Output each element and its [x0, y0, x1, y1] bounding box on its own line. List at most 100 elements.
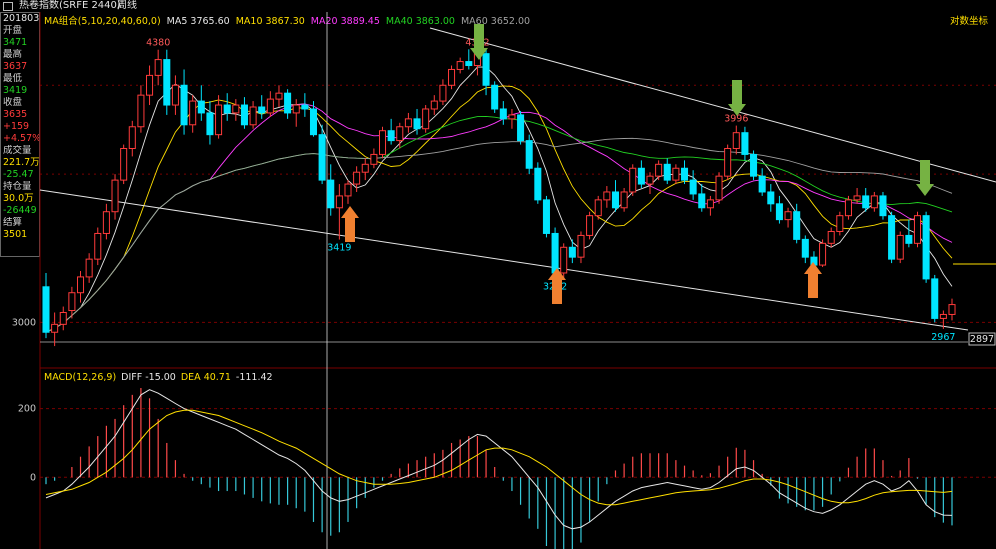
- candle-up: [655, 163, 663, 177]
- ma-legend: MA组合(5,10,20,40,60,0) MA5 3765.60 MA10 386…: [44, 13, 536, 27]
- candle-up: [85, 258, 93, 278]
- candle-down: [413, 118, 421, 130]
- candle-up: [439, 84, 447, 102]
- candle-down: [309, 108, 318, 136]
- info-label: 收盘: [3, 97, 23, 108]
- candle-up: [430, 100, 438, 110]
- ma_legend-item: MA5 3765.60: [166, 16, 230, 27]
- candle-down: [284, 92, 292, 114]
- extreme-price-label: 4380: [146, 38, 170, 49]
- info-value: 30.0万: [3, 193, 34, 204]
- ma_legend-item: MA40 3863.00: [385, 16, 455, 27]
- title-bar: 热卷指数(SRFE 2440) 周线: [0, 0, 996, 12]
- info-value: -26449: [3, 205, 37, 216]
- macd_legend-item: -111.42: [235, 372, 273, 383]
- candle-up: [137, 94, 145, 128]
- candle-down: [758, 175, 766, 193]
- candle-down: [197, 100, 205, 114]
- candle-down: [663, 163, 671, 181]
- buy-arrow-icon: [548, 268, 566, 304]
- info-value: +159: [3, 121, 30, 132]
- candle-up: [361, 163, 369, 173]
- candle-down: [258, 106, 266, 114]
- candle-up: [448, 68, 456, 86]
- candle-down: [180, 84, 188, 126]
- candle-up: [102, 211, 110, 234]
- candle-down: [801, 238, 809, 258]
- candle-up: [232, 104, 240, 114]
- candle-up: [353, 171, 361, 185]
- candle-up: [724, 147, 732, 177]
- candle-up: [836, 215, 844, 232]
- candle-up: [896, 234, 904, 260]
- candle-down: [905, 234, 913, 244]
- candle-down: [42, 286, 50, 333]
- candle-up: [560, 246, 568, 274]
- candle-up: [948, 304, 956, 315]
- candle-up: [422, 108, 430, 130]
- candle-up: [249, 106, 257, 126]
- lower-trendline: [39, 189, 969, 331]
- ma_legend-item: MA60 3652.00: [460, 16, 531, 27]
- candle-up: [344, 183, 352, 197]
- candle-up: [146, 74, 154, 96]
- info-value: 3637: [3, 61, 28, 72]
- candle-up: [508, 114, 516, 120]
- candle-up: [396, 126, 404, 142]
- info-label: 最高: [3, 49, 23, 60]
- info-label: 开盘: [3, 25, 23, 36]
- macd-tick-label: 200: [18, 404, 36, 415]
- candle-up: [215, 104, 223, 136]
- candle-down: [240, 104, 248, 126]
- candle-up: [939, 313, 947, 319]
- candle-up: [827, 230, 835, 244]
- info-value: 3419: [3, 85, 28, 96]
- candle-up: [370, 153, 378, 165]
- candle-down: [318, 134, 326, 181]
- sell-arrow-icon: [916, 160, 934, 196]
- candle-down: [387, 130, 395, 142]
- dea-line: [45, 409, 953, 506]
- candle-down: [327, 179, 335, 209]
- candle-down: [680, 167, 689, 181]
- candle-up: [629, 167, 637, 193]
- candle-up: [819, 242, 827, 266]
- ma_legend-item: MA10 3867.30: [235, 16, 305, 27]
- candle-down: [637, 167, 645, 185]
- candle-up: [620, 191, 628, 209]
- candle-up: [646, 175, 654, 185]
- candle-down: [465, 61, 473, 67]
- log-scale-button[interactable]: 对数坐标: [949, 16, 988, 27]
- candle-up: [128, 126, 136, 149]
- buy-arrow-icon: [804, 262, 822, 298]
- window-icon[interactable]: [3, 2, 13, 11]
- candle-up: [784, 211, 792, 221]
- period-selector[interactable]: 周线: [117, 0, 137, 11]
- candle-up: [275, 92, 283, 100]
- ma40-line: [45, 115, 953, 333]
- candle-down: [223, 104, 231, 114]
- info-value: 3501: [3, 229, 28, 240]
- candle-down: [499, 108, 507, 120]
- candle-down: [793, 211, 801, 240]
- candle-down: [879, 195, 887, 217]
- candle-up: [94, 232, 102, 260]
- extreme-price-label: 3996: [724, 114, 748, 125]
- candle-down: [741, 132, 749, 155]
- ma10-line: [45, 85, 953, 333]
- diff-line: [45, 389, 953, 530]
- sell-arrow-icon: [728, 80, 746, 116]
- extreme-price-label: 3419: [327, 243, 351, 254]
- candle-up: [404, 118, 412, 128]
- candle-up: [732, 132, 740, 149]
- price-right-box: [968, 332, 996, 346]
- candle-down: [922, 215, 930, 280]
- info-value: 3635: [3, 109, 28, 120]
- info-value: +4.57%: [3, 133, 39, 144]
- candle-up: [59, 311, 67, 325]
- candle-up: [586, 215, 594, 236]
- candle-up: [68, 292, 76, 312]
- candle-down: [525, 140, 533, 169]
- candle-up: [672, 167, 680, 181]
